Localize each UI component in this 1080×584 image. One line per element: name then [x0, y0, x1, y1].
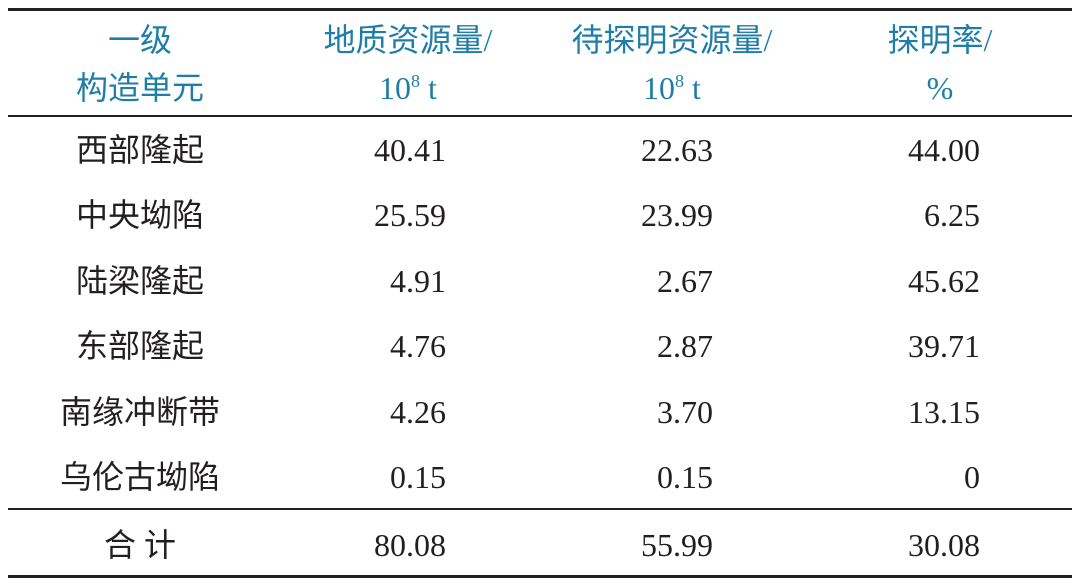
header-unit: 108 t [278, 68, 538, 108]
row-value: 0.15 [390, 459, 446, 495]
total-value: 55.99 [641, 527, 713, 563]
bottom-rule [8, 575, 1072, 578]
row-value: 4.76 [390, 328, 446, 365]
total-label: 合 计 [103, 527, 176, 563]
row-value: 0.15 [657, 459, 713, 495]
unit-symbol: t [692, 70, 701, 106]
header-text: 一级 [107, 22, 172, 58]
row-value: 40.41 [374, 132, 446, 168]
row-value: 0 [964, 459, 980, 495]
unit-exponent: 8 [411, 71, 421, 91]
row-value: 4.91 [390, 262, 446, 299]
row-value: 2.67 [657, 262, 713, 299]
top-rule [8, 8, 1072, 11]
row-value: 3.70 [657, 393, 713, 430]
row-value: 2.87 [657, 328, 713, 365]
row-value: 39.71 [908, 328, 980, 365]
row-value: 4.26 [390, 393, 446, 430]
row-value: 13.15 [908, 393, 980, 430]
header-text: % [926, 70, 954, 106]
row-value: 23.99 [641, 197, 713, 234]
header-text: 地质资源量/ [323, 22, 493, 58]
header-unit: 108 t [542, 68, 802, 108]
total-value: 80.08 [374, 527, 446, 563]
row-label: 乌伦古坳陷 [59, 459, 220, 495]
unit-symbol: t [428, 70, 437, 106]
unit-exponent: 8 [675, 71, 685, 91]
header-text: 构造单元 [75, 70, 204, 106]
row-label: 中央坳陷 [75, 197, 204, 234]
row-value: 6.25 [924, 197, 980, 234]
unit-base: 10 [643, 70, 676, 106]
total-rule [8, 508, 1072, 510]
unit-base: 10 [379, 70, 412, 106]
row-label: 陆梁隆起 [75, 262, 204, 299]
header-text: 探明率/ [887, 22, 993, 58]
row-label: 南缘冲断带 [59, 393, 220, 430]
row-value: 45.62 [908, 262, 980, 299]
total-value: 30.08 [908, 527, 980, 563]
row-value: 22.63 [641, 132, 713, 168]
row-value: 25.59 [374, 197, 446, 234]
header-rule [8, 115, 1072, 117]
row-value: 44.00 [908, 132, 980, 168]
header-text: 待探明资源量/ [571, 22, 773, 58]
row-label: 西部隆起 [75, 132, 204, 168]
row-label: 东部隆起 [75, 328, 204, 365]
